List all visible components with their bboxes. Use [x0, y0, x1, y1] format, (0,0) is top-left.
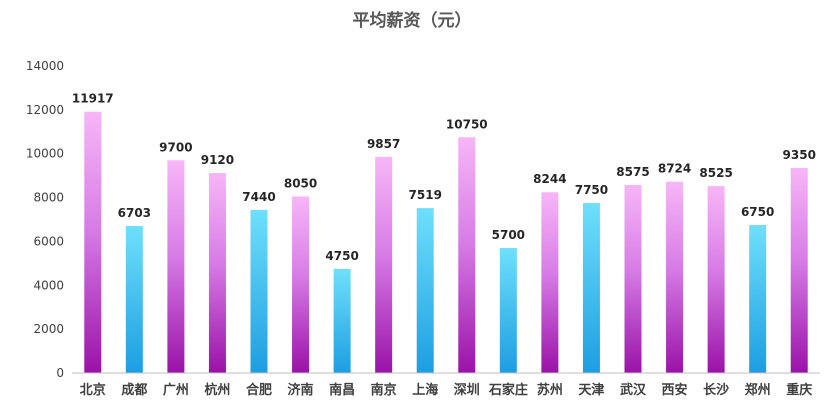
chart-title: 平均薪资（元）	[353, 10, 472, 31]
x-tick-label: 西安	[662, 382, 688, 398]
bar	[250, 209, 268, 373]
bar	[790, 167, 808, 373]
y-axis: 0 2000 4000 6000 8000 10000 12000 14000	[26, 59, 64, 380]
data-label: 9120	[201, 153, 234, 167]
bar	[707, 186, 725, 373]
bar	[167, 160, 185, 373]
data-label: 7440	[242, 190, 275, 204]
x-tick-label: 长沙	[703, 382, 729, 398]
x-tick-label: 郑州	[745, 382, 771, 398]
data-label: 4750	[325, 249, 358, 263]
bar	[749, 224, 767, 373]
data-label: 8724	[658, 162, 691, 176]
x-tick-label: 苏州	[537, 382, 563, 398]
x-tick-label: 武汉	[620, 382, 647, 398]
y-tick-label: 4000	[33, 278, 64, 292]
data-label: 8525	[699, 166, 732, 180]
x-tick-label: 杭州	[204, 382, 230, 398]
y-tick-label: 12000	[26, 103, 64, 117]
data-label: 11917	[72, 92, 114, 106]
data-labels-group: 11917 6703 9700 9120 7440 8050 4750 9857 7519 107…	[72, 92, 816, 263]
x-tick-label: 济南	[288, 382, 314, 398]
bar	[125, 226, 143, 373]
data-label: 7750	[575, 183, 608, 197]
x-tick-label: 上海	[412, 382, 438, 398]
bar	[84, 111, 102, 373]
bar	[458, 137, 476, 373]
bars-group	[84, 111, 808, 373]
data-label: 6750	[741, 205, 774, 219]
y-tick-label: 8000	[33, 191, 64, 205]
bar	[292, 196, 310, 373]
bar	[333, 268, 351, 373]
x-tick-label: 南京	[371, 382, 397, 398]
x-tick-label: 深圳	[454, 382, 480, 398]
x-tick-label: 石家庄	[488, 382, 528, 398]
y-tick-label: 14000	[26, 59, 64, 73]
x-tick-label: 成都	[121, 382, 147, 398]
x-tick-label: 重庆	[786, 382, 812, 398]
data-label: 7519	[409, 188, 442, 202]
bar	[624, 184, 642, 373]
data-label: 8575	[616, 165, 649, 179]
x-axis: 北京 成都 广州 杭州 合肥 济南 南昌 南京 上海 深圳 石家庄 苏州 天津 武汉 西安 长沙 郑州 重庆	[80, 382, 812, 398]
bar	[375, 156, 393, 373]
data-label: 9350	[783, 148, 816, 162]
bar	[416, 208, 434, 373]
data-label: 9857	[367, 137, 400, 151]
y-tick-label: 2000	[33, 322, 64, 336]
data-label: 8050	[284, 176, 317, 190]
x-tick-label: 南昌	[329, 382, 355, 398]
data-label: 10750	[446, 117, 488, 131]
y-tick-label: 0	[56, 366, 64, 380]
bar	[541, 192, 559, 373]
x-tick-label: 北京	[80, 382, 106, 398]
y-tick-label: 10000	[26, 147, 64, 161]
x-tick-label: 天津	[578, 382, 604, 398]
bar	[208, 173, 226, 373]
bar	[582, 203, 600, 373]
data-label: 8244	[533, 172, 566, 186]
data-label: 6703	[118, 206, 151, 220]
bar	[666, 181, 684, 373]
data-label: 9700	[159, 140, 192, 154]
bar	[499, 248, 517, 373]
y-tick-label: 6000	[33, 234, 64, 248]
x-tick-label: 合肥	[246, 382, 272, 398]
data-label: 5700	[492, 228, 525, 242]
x-tick-label: 广州	[163, 382, 189, 398]
